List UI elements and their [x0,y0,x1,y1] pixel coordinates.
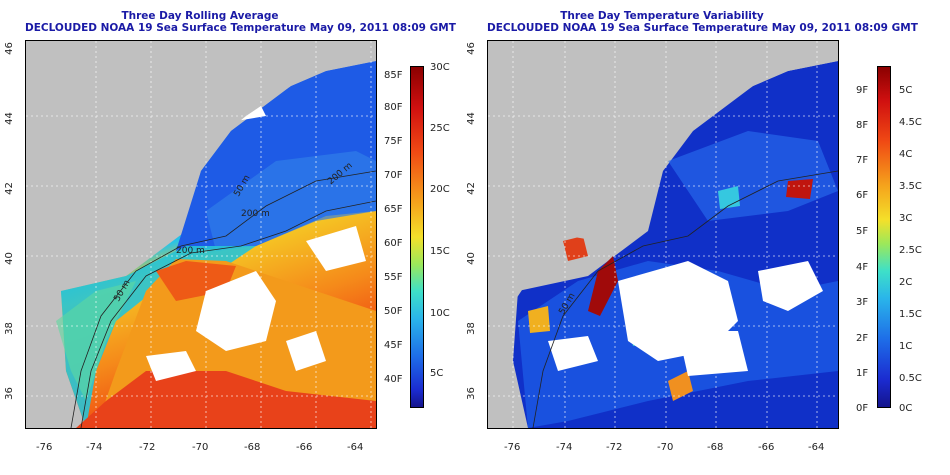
contour-label: 200 m [176,246,205,256]
right-variability-map: 50 m [487,40,839,429]
colorbar-c-label: 20C [430,184,450,195]
lat-tick-label: 36 [3,387,15,400]
lat-tick-label: 38 [3,322,15,335]
lat-tick-label: 44 [3,112,15,125]
right-title-line2: DECLOUDED NOAA 19 Sea Surface Temperatur… [487,22,918,34]
lon-tick-label: -76 [504,442,521,453]
colorbar-c-label: 30C [430,62,450,73]
colorbar-c-label: 4.5C [899,117,922,128]
lon-tick-label: -70 [192,442,209,453]
colorbar-f-label: 85F [384,70,403,81]
colorbar-c-label: 4C [899,149,913,160]
right-title-line1: Three Day Temperature Variability [560,10,764,22]
left-colorbar [410,66,424,408]
colorbar-c-label: 1.5C [899,309,922,320]
lon-tick-label: -72 [606,442,623,453]
lat-tick-label: 42 [3,182,15,195]
lat-tick-label: 46 [465,42,477,55]
colorbar-f-label: 6F [856,190,869,201]
colorbar-f-label: 80F [384,102,403,113]
colorbar-f-label: 8F [856,120,869,131]
colorbar-f-label: 3F [856,297,869,308]
colorbar-c-label: 5C [899,85,913,96]
lon-tick-label: -66 [296,442,313,453]
colorbar-f-label: 40F [384,374,403,385]
colorbar-f-label: 5F [856,226,869,237]
lat-tick-label: 40 [465,252,477,265]
colorbar-c-label: 2.5C [899,245,922,256]
colorbar-c-label: 3C [899,213,913,224]
lon-tick-label: -74 [556,442,573,453]
left-title: Three Day Rolling Average DECLOUDED NOAA… [25,10,456,34]
right-colorbar [877,66,891,408]
right-variability-map-image [488,41,838,428]
colorbar-f-label: 0F [856,403,869,414]
lon-tick-label: -74 [86,442,103,453]
colorbar-f-label: 65F [384,204,403,215]
right-title: Three Day Temperature Variability DECLOU… [487,10,918,34]
lat-tick-label: 42 [465,182,477,195]
left-sst-map-image [26,41,376,428]
lon-tick-label: -64 [347,442,364,453]
lon-tick-label: -64 [808,442,825,453]
colorbar-c-label: 25C [430,123,450,134]
lat-tick-label: 46 [3,42,15,55]
lon-tick-label: -72 [139,442,156,453]
colorbar-f-label: 7F [856,155,869,166]
colorbar-f-label: 55F [384,272,403,283]
colorbar-c-label: 5C [430,368,444,379]
lon-tick-label: -76 [36,442,53,453]
colorbar-f-label: 1F [856,368,869,379]
lon-tick-label: -66 [758,442,775,453]
left-title-line1: Three Day Rolling Average [121,10,279,22]
left-sst-map: 50 m 200 m 200 m 50 m 200 m [25,40,377,429]
lon-tick-label: -68 [244,442,261,453]
colorbar-f-label: 2F [856,333,869,344]
contour-label: 200 m [241,209,270,219]
colorbar-f-label: 70F [384,170,403,181]
left-title-line2: DECLOUDED NOAA 19 Sea Surface Temperatur… [25,22,456,34]
colorbar-c-label: 1C [899,341,913,352]
colorbar-c-label: 0C [899,403,913,414]
lat-tick-label: 38 [465,322,477,335]
colorbar-f-label: 60F [384,238,403,249]
lat-tick-label: 36 [465,387,477,400]
colorbar-f-label: 4F [856,262,869,273]
colorbar-c-label: 3.5C [899,181,922,192]
colorbar-c-label: 10C [430,308,450,319]
lat-tick-label: 44 [465,112,477,125]
colorbar-c-label: 0.5C [899,373,922,384]
colorbar-c-label: 2C [899,277,913,288]
lon-tick-label: -70 [657,442,674,453]
lon-tick-label: -68 [707,442,724,453]
lat-tick-label: 40 [3,252,15,265]
colorbar-f-label: 50F [384,306,403,317]
colorbar-f-label: 9F [856,85,869,96]
colorbar-f-label: 45F [384,340,403,351]
colorbar-f-label: 75F [384,136,403,147]
colorbar-c-label: 15C [430,246,450,257]
